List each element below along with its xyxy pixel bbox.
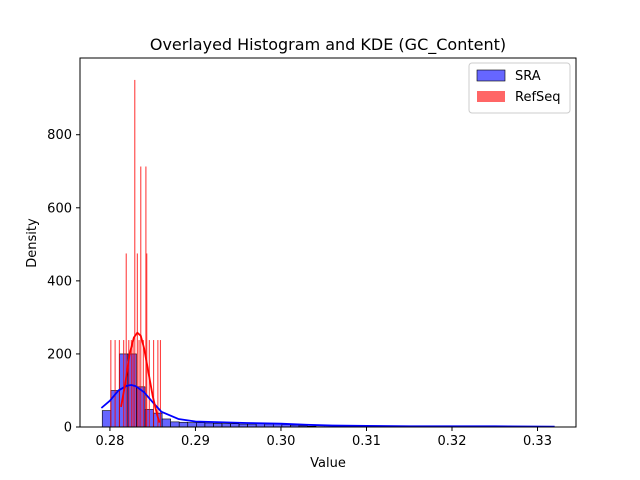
y-tick-label-2: 400 [47, 274, 72, 289]
refseq-bar-11 [140, 166, 142, 427]
refseq-bar-2 [118, 340, 120, 427]
y-tick-label-4: 800 [47, 128, 72, 143]
refseq-bar-18 [159, 340, 161, 427]
refseq-bar-17 [157, 340, 159, 427]
x-tick-label-4: 0.32 [438, 434, 467, 449]
refseq-bar-3 [123, 340, 125, 427]
refseq-bar-10 [138, 340, 140, 427]
refseq-bar-4 [125, 253, 127, 427]
axes-frame [79, 57, 577, 428]
refseq-bar-0 [110, 340, 112, 427]
sra-bar-13 [213, 423, 223, 428]
legend-label-sra: SRA [515, 69, 541, 84]
x-tick-label-0: 0.28 [95, 434, 124, 449]
refseq-bar-6 [130, 340, 132, 427]
sra-kde-line [100, 384, 555, 428]
x-tick-label-3: 0.31 [352, 434, 381, 449]
x-tick-label-1: 0.29 [181, 434, 210, 449]
refseq-bar-14 [146, 253, 148, 427]
refseq-bar-5 [128, 340, 130, 427]
refseq-bar-15 [148, 340, 150, 427]
sra-bar-12 [204, 422, 214, 428]
legend-swatch-sra [476, 69, 506, 82]
sra-bar-10 [187, 422, 197, 428]
x-axis-label: Value [310, 456, 346, 471]
y-axis: 0 200 400 600 800 [47, 128, 80, 436]
x-tick-label-2: 0.30 [266, 434, 295, 449]
legend-label-refseq: RefSeq [515, 90, 561, 105]
refseq-kde-line [120, 331, 161, 423]
legend-swatch-refseq [477, 91, 505, 102]
refseq-bar-16 [153, 340, 155, 427]
refseq-bar-9 [136, 253, 138, 427]
refseq-bar-13 [145, 166, 147, 427]
chart-title: Overlayed Histogram and KDE (GC_Content) [150, 35, 506, 55]
y-axis-label: Density [25, 218, 40, 268]
sra-bar-0 [101, 410, 112, 428]
y-tick-label-0: 0 [64, 421, 72, 436]
refseq-bar-1 [114, 340, 116, 427]
y-tick-label-3: 600 [47, 201, 72, 216]
refseq-bar-8 [134, 79, 136, 428]
refseq-bar-7 [132, 340, 134, 427]
sra-bar-7 [161, 418, 171, 428]
refseq-bar-12 [142, 340, 144, 427]
y-tick-label-1: 200 [47, 347, 72, 362]
sra-bar-11 [196, 422, 206, 428]
sra-bar-8 [170, 421, 180, 428]
sra-bar-9 [178, 421, 189, 428]
x-axis: 0.28 0.29 0.30 0.31 0.32 0.33 [95, 427, 552, 449]
x-tick-label-5: 0.33 [523, 434, 552, 449]
legend: SRA RefSeq [468, 62, 571, 114]
